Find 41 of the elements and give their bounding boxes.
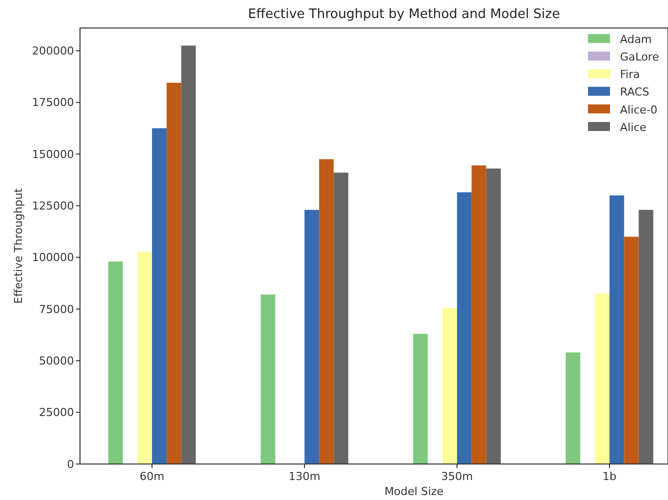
bar [638,210,654,464]
bar [594,294,610,464]
bar [457,192,472,464]
x-tick-label: 60m [140,470,164,483]
bar [152,128,167,464]
bar [486,168,501,464]
y-tick-label: 25000 [39,406,74,420]
bar [319,159,334,464]
chart-title: Effective Throughput by Method and Model Size [248,7,560,22]
legend-label: Adam [620,32,652,46]
y-tick-label: 75000 [39,302,74,316]
y-tick-label: 100000 [32,251,74,264]
bar [566,352,580,464]
bar [108,262,123,464]
bar [413,334,428,464]
x-tick-label: 350m [441,470,473,483]
y-tick-label: 175000 [32,96,74,110]
legend-label: RACS [620,86,650,99]
bar [472,165,486,464]
legend-label: Alice [620,120,647,134]
bar [260,294,276,464]
bar [624,236,639,464]
legend-label: Fira [620,68,640,82]
x-tick-label: 130m [288,470,320,483]
bar [334,172,348,464]
y-tick-label: 125000 [32,200,74,213]
y-tick-label: 150000 [32,148,74,161]
bar [166,82,182,464]
bar [181,46,196,464]
legend-label: GaLore [620,50,660,64]
bar [137,252,152,464]
x-tick-label: 1b [602,470,617,483]
legend-label: Alice-0 [620,103,658,116]
bar [304,210,320,464]
y-tick-label: 0 [67,458,74,471]
bar [442,308,457,464]
bar [610,195,624,464]
y-axis-title: Effective Throughput [12,188,25,304]
x-axis-title: Model Size [384,485,444,498]
y-tick-label: 200000 [32,44,74,58]
y-tick-label: 50000 [39,354,74,368]
